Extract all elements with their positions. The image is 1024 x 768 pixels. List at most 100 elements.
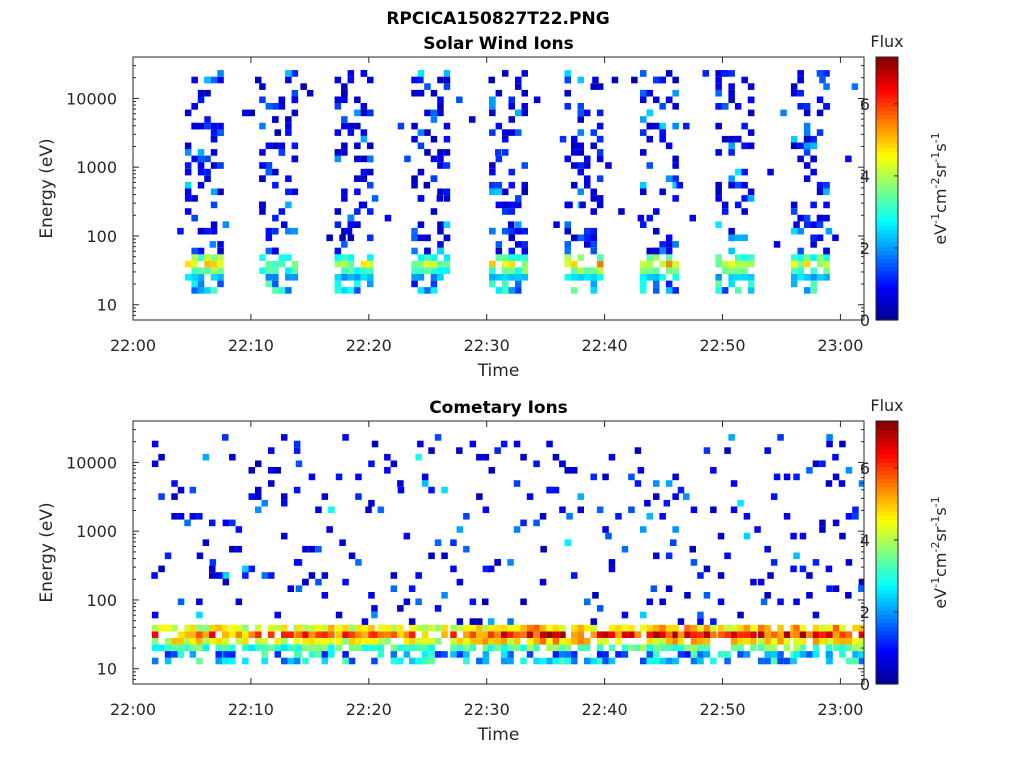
heatmap-cell: [360, 70, 368, 77]
heatmap-cell: [521, 274, 528, 281]
heatmap-cell: [571, 267, 578, 274]
heatmap-cell: [326, 526, 333, 533]
heatmap-cell: [590, 274, 597, 281]
colorbar-swatch: [876, 143, 898, 149]
heatmap-cell: [315, 631, 322, 638]
heatmap-cell: [215, 624, 222, 632]
heatmap-cell: [335, 631, 343, 638]
heatmap-cell: [487, 565, 495, 573]
heatmap-cell: [728, 83, 735, 90]
heatmap-cell: [665, 644, 673, 652]
heatmap-cell: [184, 638, 191, 645]
x-tick-label: 22:10: [228, 700, 274, 719]
heatmap-cell: [653, 480, 660, 487]
heatmap-cell: [757, 624, 765, 632]
heatmap-cell: [384, 467, 391, 474]
heatmap-cell: [803, 260, 811, 268]
heatmap-cell: [209, 241, 217, 248]
heatmap-cell: [428, 552, 435, 560]
heatmap-cell: [341, 227, 348, 235]
heatmap-cell: [823, 254, 830, 261]
heatmap-cell: [463, 638, 470, 645]
heatmap-cell: [347, 221, 355, 228]
heatmap-cell: [215, 644, 222, 652]
heatmap-cell: [571, 624, 578, 632]
heatmap-cell: [411, 89, 418, 97]
heatmap-cell: [734, 287, 742, 294]
colorbar-swatch: [876, 482, 898, 488]
heatmap-cell: [653, 624, 660, 632]
heatmap-cell: [577, 267, 584, 274]
heatmap-cell: [360, 274, 368, 281]
heatmap-cell: [443, 76, 451, 84]
colorbar-swatch: [876, 585, 898, 591]
heatmap-cell: [191, 287, 198, 294]
heatmap-cell: [653, 274, 660, 281]
heatmap-cell: [259, 175, 266, 182]
heatmap-cell: [371, 644, 378, 652]
heatmap-cell: [653, 657, 660, 665]
colorbar-swatch: [876, 176, 898, 181]
heatmap-cell: [417, 254, 425, 261]
heatmap-cell: [502, 135, 509, 143]
colorbar-swatch: [876, 155, 898, 161]
heatmap-cell: [202, 631, 210, 638]
heatmap-cell: [659, 624, 666, 632]
heatmap-cell: [456, 447, 463, 454]
heatmap-cell: [823, 83, 830, 90]
heatmap-cell: [274, 644, 281, 652]
heatmap-cell: [293, 638, 301, 645]
heatmap-cell: [291, 109, 299, 117]
colorbar-swatch: [876, 647, 898, 652]
heatmap-cell: [417, 221, 425, 228]
heatmap-cell: [646, 624, 653, 632]
heatmap-cell: [571, 287, 578, 294]
heatmap-cell: [520, 644, 527, 652]
heatmap-cell: [764, 631, 771, 638]
heatmap-cell: [608, 624, 616, 632]
heatmap-cell: [513, 644, 521, 652]
heatmap-cell: [390, 624, 398, 632]
heatmap-cell: [590, 129, 597, 136]
colorbar-swatch: [876, 118, 898, 124]
heatmap-cell: [810, 201, 817, 209]
heatmap-cell: [365, 506, 372, 514]
heatmap-cell: [450, 651, 457, 658]
heatmap-cell: [590, 618, 597, 625]
heatmap-cell: [803, 142, 811, 150]
heatmap-cell: [424, 109, 431, 117]
heatmap-cell: [428, 486, 435, 494]
heatmap-cell: [291, 274, 299, 281]
heatmap-cell: [659, 241, 666, 248]
heatmap-cell: [577, 162, 584, 169]
heatmap-cell: [265, 142, 273, 150]
heatmap-cell: [767, 572, 774, 579]
heatmap-cell: [354, 175, 361, 182]
heatmap-cell: [515, 195, 522, 202]
heatmap-cell: [812, 631, 820, 638]
heatmap-cell: [197, 227, 205, 235]
heatmap-cell: [354, 188, 361, 196]
heatmap-cell: [803, 214, 811, 222]
heatmap-cell: [285, 227, 292, 235]
heatmap-cell: [308, 644, 316, 652]
heatmap-cell: [390, 657, 398, 665]
heatmap-cell: [734, 168, 742, 176]
heatmap-cell: [596, 109, 604, 117]
heatmap-cell: [495, 254, 503, 261]
colorbar-title: Flux: [870, 396, 903, 415]
heatmap-cell: [411, 280, 418, 288]
heatmap-cell: [665, 287, 673, 294]
heatmap-cell: [634, 631, 642, 638]
heatmap-cell: [197, 274, 205, 281]
heatmap-cell: [390, 572, 398, 579]
heatmap-cell: [278, 287, 286, 294]
heatmap-cell: [437, 149, 444, 156]
heatmap-cell: [521, 247, 528, 255]
colorbar-swatch: [876, 85, 898, 91]
heatmap-cell: [360, 135, 368, 143]
heatmap-cell: [608, 644, 616, 652]
colorbar-tick-label: 2: [860, 603, 870, 622]
heatmap-cell: [265, 274, 273, 281]
heatmap-cell: [229, 519, 236, 527]
